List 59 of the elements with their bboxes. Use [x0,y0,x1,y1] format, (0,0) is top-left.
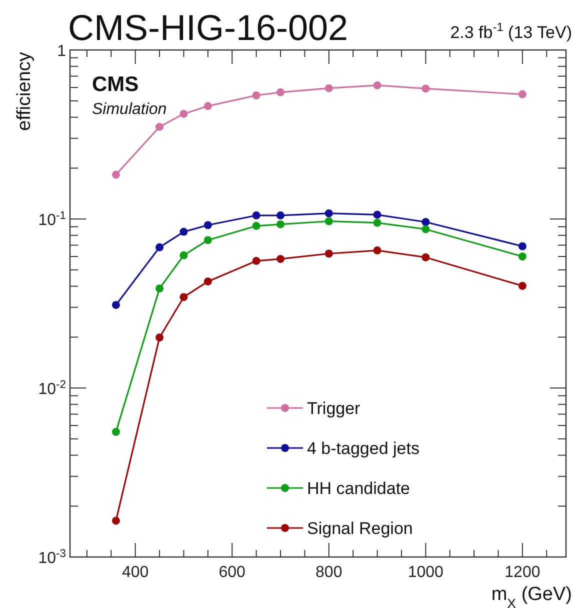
annotation: Simulation [92,101,167,118]
chart-title: CMS-HIG-16-002 [68,7,348,48]
point [156,333,164,342]
legend-label: HH candidate [307,479,410,498]
point [204,277,212,286]
point [276,211,284,220]
point [112,516,120,525]
point [180,228,188,236]
x-tick-label: 1000 [408,564,444,581]
point [252,211,260,220]
point [373,81,382,90]
point [156,284,164,292]
point [252,222,260,230]
point [518,242,526,250]
point [324,250,333,258]
chart-subtitle: 2.3 fb$^{-1}$ (13 TeV) [450,20,572,42]
y-tick-label: 10$^{-1}$ [38,210,66,229]
x-tick-label: 600 [218,564,246,581]
point [112,428,120,436]
legend-label: Trigger [307,399,361,418]
y-axis-title: efficiency [14,52,35,131]
point [518,252,526,260]
point [112,170,120,179]
y-tick-label: 10$^{-3}$ [38,548,66,567]
y-tick-label: 1 [57,43,66,60]
point [252,256,260,265]
point [373,218,382,227]
legend-label: 4 b-tagged jets [307,439,420,458]
point [180,110,188,118]
point [204,221,212,230]
annotation: CMS [92,73,139,96]
point [422,218,430,226]
point [324,209,333,218]
point [518,282,526,290]
x-tick-label: 400 [122,564,149,581]
y-tick-label: 10$^{-2}$ [38,379,66,398]
point [112,300,120,309]
point [156,243,164,252]
point [180,293,188,302]
point [422,253,430,262]
x-tick-label: 1200 [504,564,540,581]
point [373,246,382,254]
point [422,225,430,234]
x-tick-label: 800 [316,564,342,581]
point [276,220,284,228]
point [324,217,333,226]
point [204,236,212,244]
point [373,210,382,219]
point [204,102,212,110]
point [324,84,333,92]
x-axis-title: m$_{X}$ (GeV) [491,584,572,608]
point [518,90,526,98]
legend-label: Signal Region [307,519,413,538]
point [252,91,260,100]
point [276,88,284,96]
point [276,254,284,263]
point [156,122,164,131]
point [422,84,430,93]
point [180,251,188,260]
